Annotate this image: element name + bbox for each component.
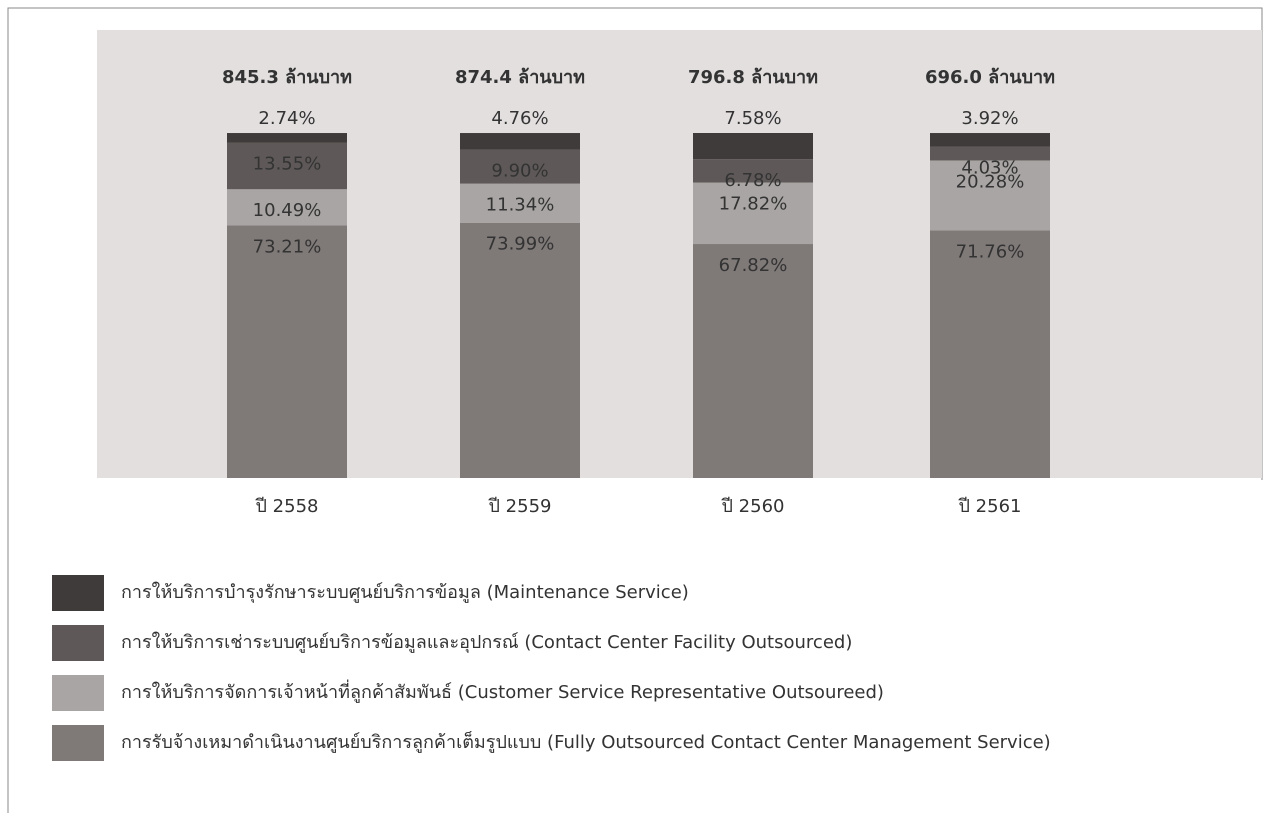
legend-label: การให้บริการจัดการเจ้าหน้าที่ลูกค้าสัมพั…	[121, 679, 884, 703]
value-label: 6.78%	[724, 170, 781, 191]
value-label: 67.82%	[719, 255, 788, 276]
value-label: 73.21%	[253, 236, 322, 257]
legend-label: การให้บริการบำรุงรักษาระบบศูนย์บริการข้อ…	[121, 581, 689, 603]
bar-segment	[693, 159, 813, 183]
value-label: 4.76%	[491, 108, 548, 129]
bar-segment	[930, 133, 1050, 147]
bar-segment	[227, 142, 347, 190]
total-label: 845.3 ล้านบาท	[222, 67, 352, 88]
legend-swatch	[52, 675, 104, 711]
bar-segment	[460, 222, 580, 478]
x-tick-label: ปี 2559	[488, 496, 551, 517]
value-label: 11.34%	[486, 195, 555, 216]
bar-segment	[460, 183, 580, 223]
x-tick-label: ปี 2561	[958, 496, 1021, 517]
bar-segment	[227, 189, 347, 226]
bar-segment	[227, 225, 347, 478]
value-label: 4.03%	[961, 158, 1018, 179]
total-label: 796.8 ล้านบาท	[688, 67, 818, 88]
value-label: 71.76%	[956, 241, 1025, 262]
bar-segment	[693, 133, 813, 160]
legend-label: การรับจ้างเหมาดำเนินงานศูนย์บริการลูกค้า…	[121, 730, 1051, 753]
value-label: 9.90%	[491, 160, 548, 181]
x-tick-label: ปี 2560	[721, 496, 784, 517]
value-label: 20.28%	[956, 171, 1025, 192]
x-tick-label: ปี 2558	[255, 496, 318, 517]
value-label: 10.49%	[253, 200, 322, 221]
legend-swatch	[52, 625, 104, 661]
bar-segment	[227, 133, 347, 143]
value-label: 13.55%	[253, 153, 322, 174]
value-label: 3.92%	[961, 108, 1018, 129]
bar-segment	[930, 160, 1050, 231]
value-label: 7.58%	[724, 108, 781, 129]
bar-segment	[693, 182, 813, 245]
legend-label: การให้บริการเช่าระบบศูนย์บริการข้อมูลและ…	[121, 631, 852, 653]
bar-segment	[460, 133, 580, 150]
total-label: 696.0 ล้านบาท	[925, 67, 1055, 88]
bar-segment	[460, 149, 580, 184]
legend-swatch	[52, 575, 104, 611]
value-label: 73.99%	[486, 234, 555, 255]
bar-segment	[930, 146, 1050, 161]
bar-segment	[930, 230, 1050, 478]
value-label: 17.82%	[719, 194, 788, 215]
legend-swatch	[52, 725, 104, 761]
value-label: 2.74%	[258, 108, 315, 129]
bar-segment	[693, 244, 813, 478]
total-label: 874.4 ล้านบาท	[455, 67, 585, 88]
